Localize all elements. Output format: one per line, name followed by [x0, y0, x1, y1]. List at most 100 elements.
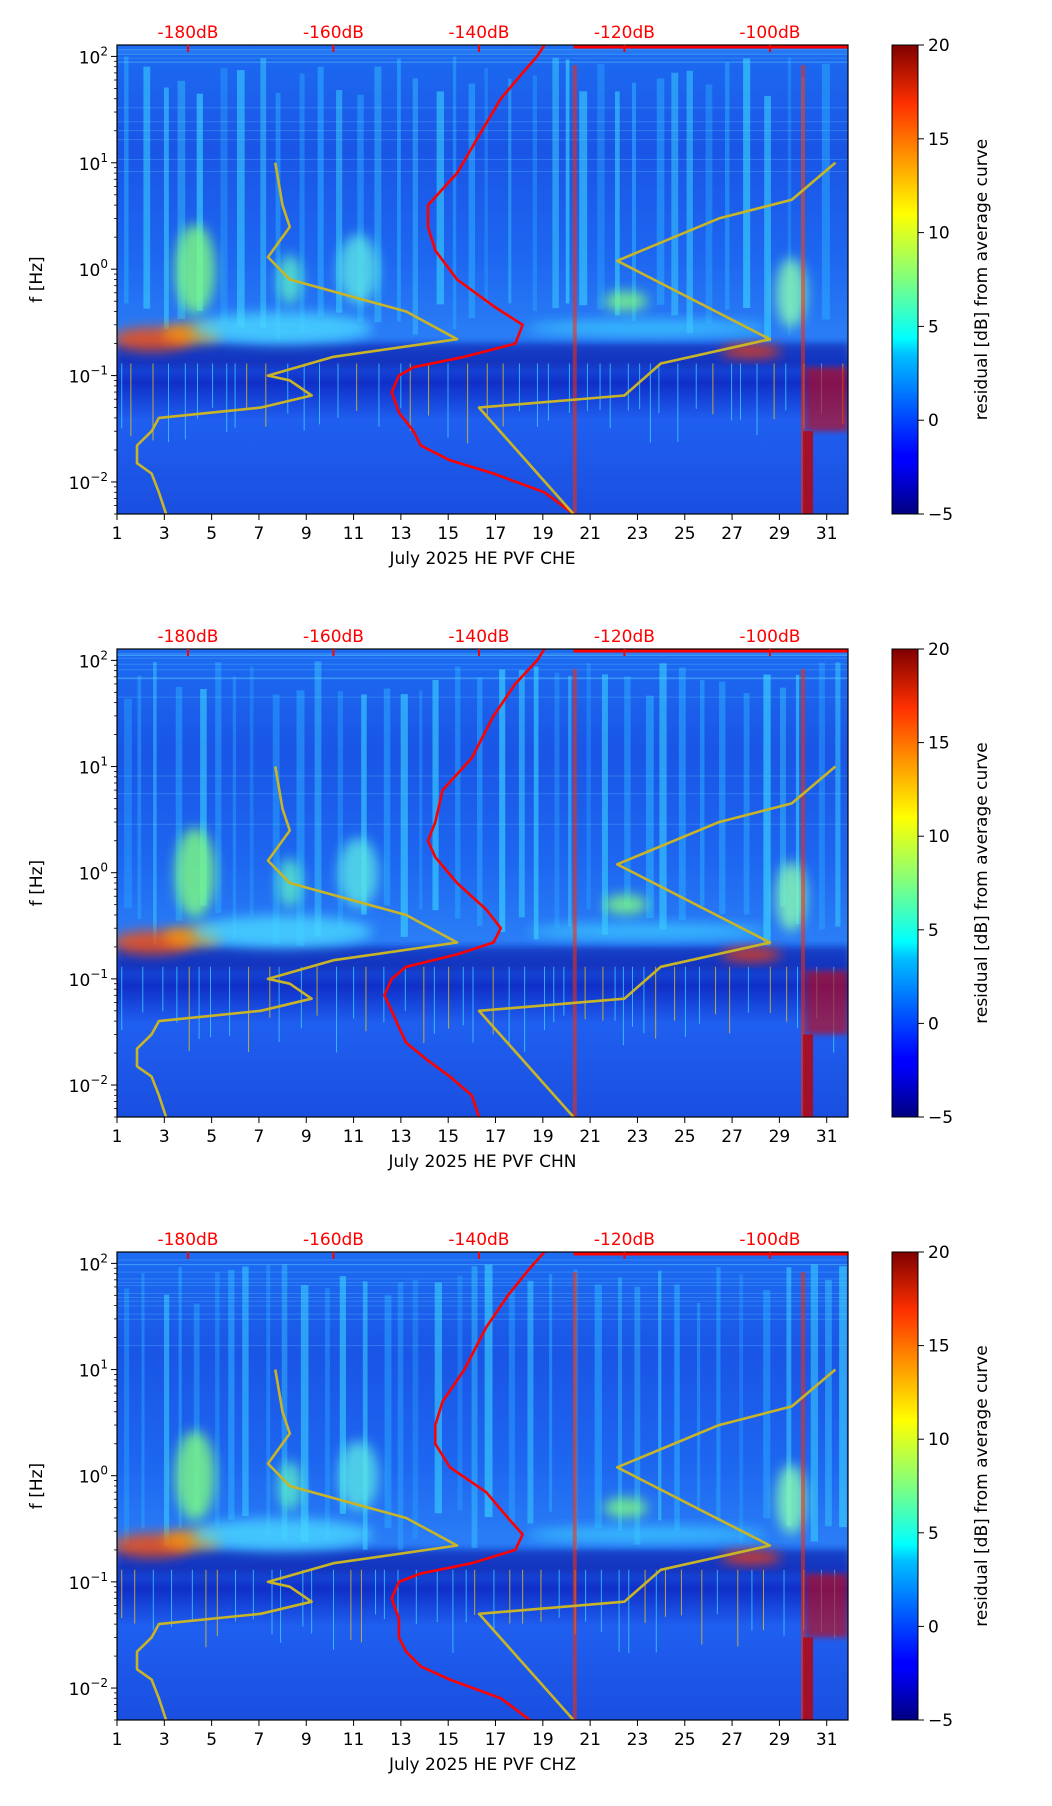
series-line-0	[390, 1252, 546, 1720]
x-axis-label: July 2025 HE PVF CHE	[388, 549, 575, 569]
y-axis-label: f [Hz]	[27, 1463, 47, 1509]
colorbar-label: residual [dB] from average curve	[972, 139, 992, 420]
x-tick-label: 21	[579, 524, 601, 544]
x-tick-label: 3	[159, 1127, 170, 1147]
x-axis-label: July 2025 HE PVF CHZ	[388, 1755, 576, 1775]
x-tick-label: 27	[721, 1127, 743, 1147]
series-line-2	[477, 765, 837, 1117]
x-tick-label: 19	[532, 524, 554, 544]
colorbar	[891, 648, 919, 1118]
x-tick-label: 11	[343, 1730, 365, 1750]
x-tick-label: 13	[390, 524, 412, 544]
spectrogram-image	[117, 45, 848, 514]
y-tick-label: 102	[79, 648, 108, 672]
x-tick-label: 29	[769, 524, 791, 544]
x-tick-label: 1	[112, 1730, 123, 1750]
x-tick-label: 23	[627, 1127, 649, 1147]
y-tick-label: 10−1	[69, 364, 108, 388]
colorbar-tick-label: 10	[928, 1430, 950, 1450]
x-tick-label: 31	[816, 524, 838, 544]
db-label: -100dB	[739, 627, 800, 647]
x-tick-label: 5	[206, 1127, 217, 1147]
x-tick-label: 25	[674, 1127, 696, 1147]
x-tick-label: 7	[254, 1730, 265, 1750]
colorbar-label: residual [dB] from average curve	[972, 1345, 992, 1626]
db-label: -120dB	[594, 1230, 655, 1250]
x-tick-label: 7	[254, 524, 265, 544]
colorbar-tick-label: 5	[928, 1524, 939, 1544]
x-tick-label: 3	[159, 524, 170, 544]
x-tick-label: 17	[485, 1127, 507, 1147]
x-tick-label: 3	[159, 1730, 170, 1750]
x-tick-label: 1	[112, 1127, 123, 1147]
x-tick-label: 9	[301, 524, 312, 544]
x-tick-label: 5	[206, 524, 217, 544]
y-tick-label: 10−2	[69, 470, 108, 494]
x-tick-label: 31	[816, 1730, 838, 1750]
colorbar-tick-label: 20	[928, 640, 950, 660]
x-tick-label: 29	[769, 1730, 791, 1750]
y-tick-label: 10−1	[69, 1570, 108, 1594]
x-tick-label: 17	[485, 524, 507, 544]
x-tick-label: 7	[254, 1127, 265, 1147]
x-tick-label: 15	[437, 524, 459, 544]
series-line-2	[477, 161, 837, 514]
x-tick-label: 13	[390, 1127, 412, 1147]
db-label: -140dB	[448, 1230, 509, 1250]
colorbar-label: residual [dB] from average curve	[972, 742, 992, 1023]
x-tick-label: 1	[112, 524, 123, 544]
y-axis-label: f [Hz]	[27, 256, 47, 302]
colorbar-tick-label: 15	[928, 130, 950, 150]
colorbar-tick-label: 0	[928, 1617, 939, 1637]
x-tick-label: 27	[721, 1730, 743, 1750]
x-tick-label: 31	[816, 1127, 838, 1147]
db-label: -180dB	[157, 627, 218, 647]
series-line-1	[135, 766, 459, 1117]
x-tick-label: 5	[206, 1730, 217, 1750]
colorbar-tick-label: 20	[928, 36, 950, 56]
colorbar-tick-label: 15	[928, 734, 950, 754]
x-tick-label: 15	[437, 1127, 459, 1147]
x-tick-label: 25	[674, 1730, 696, 1750]
colorbar	[891, 44, 919, 515]
y-tick-label: 102	[79, 44, 108, 68]
x-tick-label: 11	[343, 524, 365, 544]
db-label: -120dB	[594, 627, 655, 647]
spectrogram-image	[117, 649, 848, 1117]
x-tick-label: 25	[674, 524, 696, 544]
y-tick-label: 101	[79, 755, 108, 779]
colorbar-tick-label: 10	[928, 827, 950, 847]
db-label: -100dB	[739, 1230, 800, 1250]
y-tick-label: 10−2	[69, 1676, 108, 1700]
x-tick-label: 27	[721, 524, 743, 544]
series-line-1	[135, 1369, 459, 1720]
series-line-1	[135, 162, 459, 514]
x-tick-label: 21	[579, 1730, 601, 1750]
db-label: -140dB	[448, 627, 509, 647]
series-line-0	[383, 649, 546, 1117]
spectrogram-image	[117, 1252, 848, 1720]
db-label: -160dB	[303, 23, 364, 43]
db-label: -160dB	[303, 1230, 364, 1250]
x-tick-label: 29	[769, 1127, 791, 1147]
y-axis-label: f [Hz]	[27, 860, 47, 906]
db-label: -140dB	[448, 23, 509, 43]
x-tick-label: 21	[579, 1127, 601, 1147]
y-tick-label: 10−2	[69, 1073, 108, 1097]
y-tick-label: 100	[79, 1464, 108, 1488]
y-tick-label: 10−1	[69, 967, 108, 991]
x-tick-label: 11	[343, 1127, 365, 1147]
series-line-2	[477, 1368, 837, 1720]
colorbar	[891, 1251, 919, 1721]
x-tick-label: 17	[485, 1730, 507, 1750]
x-tick-label: 19	[532, 1730, 554, 1750]
x-axis-label: July 2025 HE PVF CHN	[387, 1152, 576, 1172]
series-line-0	[390, 45, 575, 514]
db-label: -160dB	[303, 627, 364, 647]
x-tick-label: 9	[301, 1127, 312, 1147]
x-tick-label: 23	[627, 524, 649, 544]
